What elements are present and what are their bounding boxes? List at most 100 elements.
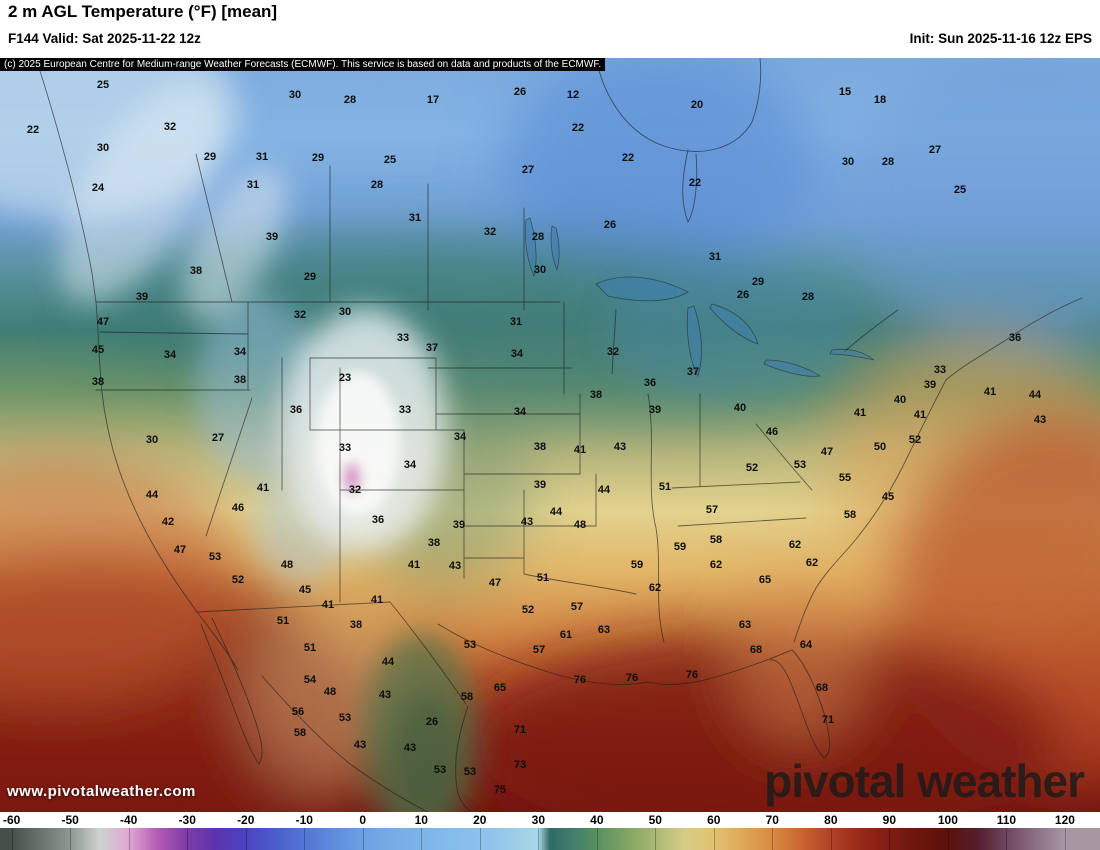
temp-label: 43: [353, 739, 367, 751]
temp-label: 32: [606, 346, 620, 358]
colorbar-tick-mark: [772, 828, 774, 850]
temp-label: 36: [643, 377, 657, 389]
temp-label: 51: [658, 481, 672, 493]
temp-label: 53: [463, 766, 477, 778]
temp-label: 53: [338, 712, 352, 724]
temp-label: 25: [953, 184, 967, 196]
colorbar-tick-mark: [70, 828, 72, 850]
temp-label: 58: [460, 691, 474, 703]
temp-label: 29: [311, 152, 325, 164]
temp-label: 27: [928, 144, 942, 156]
temp-label: 48: [280, 559, 294, 571]
colorbar-tick: -60: [2, 813, 21, 827]
temp-label: 30: [533, 264, 547, 276]
colorbar-tick: -10: [295, 813, 313, 827]
temp-label: 36: [1008, 332, 1022, 344]
temp-label: 39: [452, 519, 466, 531]
temp-label: 26: [736, 289, 750, 301]
temp-label: 53: [433, 764, 447, 776]
temp-label: 34: [510, 348, 524, 360]
colorbar-tick: 110: [996, 813, 1017, 827]
temp-label: 15: [838, 86, 852, 98]
pivotal-weather-logo: pivotal weather: [764, 755, 1085, 807]
temp-label: 44: [1028, 389, 1042, 401]
temp-label: 26: [425, 716, 439, 728]
temp-label: 43: [378, 689, 392, 701]
temp-label: 48: [323, 686, 337, 698]
colorbar-tick-mark: [187, 828, 189, 850]
colorbar-tick: 80: [824, 813, 838, 827]
watermark-url: www.pivotalweather.com: [7, 783, 196, 800]
temp-label: 38: [189, 265, 203, 277]
colorbar-tick-mark: [889, 828, 891, 850]
colorbar-tick: 60: [707, 813, 721, 827]
colorbar-tick: -30: [178, 813, 196, 827]
temp-label: 71: [513, 724, 527, 736]
colorbar-tick-mark: [655, 828, 657, 850]
colorbar-tick-mark: [713, 828, 715, 850]
temp-label: 48: [573, 519, 587, 531]
temp-label: 28: [881, 156, 895, 168]
temp-label: 26: [603, 219, 617, 231]
temp-label: 27: [211, 432, 225, 444]
valid-time-label: F144 Valid: Sat 2025-11-22 12z: [8, 31, 201, 46]
temp-label: 38: [349, 619, 363, 631]
colorbar-tick: 30: [531, 813, 546, 827]
temp-label: 71: [821, 714, 835, 726]
temp-label: 53: [793, 459, 807, 471]
temp-label: 42: [161, 516, 175, 528]
temp-label: 73: [513, 759, 527, 771]
colorbar-tick: 10: [414, 813, 428, 827]
temp-label: 36: [289, 404, 303, 416]
temp-label: 76: [625, 672, 639, 684]
colorbar-tick: 0: [359, 813, 367, 827]
temp-label: 32: [163, 121, 177, 133]
temp-label: 40: [893, 394, 907, 406]
temp-label: 75: [493, 784, 507, 796]
temp-label: 45: [298, 584, 312, 596]
temp-label: 43: [448, 560, 462, 572]
temp-label: 41: [983, 386, 997, 398]
temp-label: 57: [570, 601, 584, 613]
temp-label: 41: [853, 407, 867, 419]
temp-label: 24: [91, 182, 105, 194]
temp-label: 52: [521, 604, 535, 616]
temp-label: 63: [738, 619, 752, 631]
colorbar-gradient: [0, 828, 1100, 850]
colorbar-tick: 70: [765, 813, 779, 827]
colorbar-tick-mark: [1064, 828, 1066, 850]
map-header: 2 m AGL Temperature (°F) [mean] F144 Val…: [0, 0, 1100, 58]
temp-label: 23: [338, 372, 352, 384]
temp-label: 55: [838, 472, 852, 484]
temp-label: 28: [531, 231, 545, 243]
temp-label: 22: [621, 152, 635, 164]
temp-label: 47: [488, 577, 502, 589]
colorbar-tick-mark: [830, 828, 832, 850]
temp-label: 64: [799, 639, 813, 651]
temp-label: 34: [513, 406, 527, 418]
temp-label: 44: [549, 506, 563, 518]
temp-label: 39: [648, 404, 662, 416]
temp-label: 44: [381, 656, 395, 668]
temp-label: 65: [493, 682, 507, 694]
temp-label: 20: [690, 99, 704, 111]
temp-label: 43: [403, 742, 417, 754]
temp-label: 43: [1033, 414, 1047, 426]
temp-label: 51: [536, 572, 550, 584]
temp-label: 34: [163, 349, 177, 361]
temp-label: 34: [453, 431, 467, 443]
temp-label: 43: [520, 516, 534, 528]
temp-label: 59: [630, 559, 644, 571]
temp-label: 62: [648, 582, 662, 594]
temp-label: 17: [426, 94, 440, 106]
temp-label: 41: [913, 409, 927, 421]
temp-label: 28: [801, 291, 815, 303]
temp-label: 28: [370, 179, 384, 191]
colorbar-tick: 20: [473, 813, 487, 827]
temp-label: 51: [303, 642, 317, 654]
temp-label: 29: [751, 276, 765, 288]
temperature-map: (c) 2025 European Centre for Medium-rang…: [0, 58, 1100, 812]
temp-label: 22: [26, 124, 40, 136]
temp-label: 36: [371, 514, 385, 526]
temp-label: 34: [403, 459, 417, 471]
